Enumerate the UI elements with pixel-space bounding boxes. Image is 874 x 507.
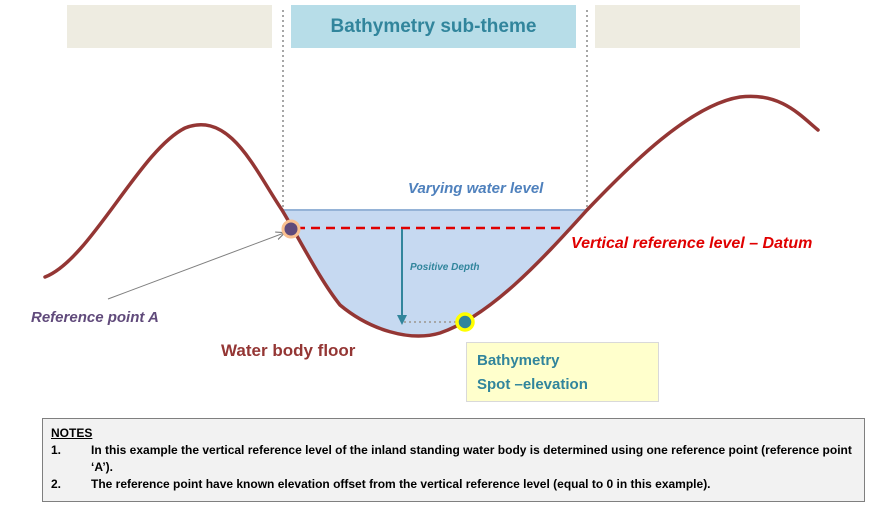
note-number: 2. [51,477,62,491]
spot-elevation-box: Bathymetry Spot –elevation [466,342,659,402]
water-body-floor-label: Water body floor [221,341,356,360]
datum-label: Vertical reference level – Datum [571,235,813,252]
note-item: 1. In this example the vertical referenc… [51,442,856,476]
left-header-box [67,5,272,48]
title-text: Bathymetry sub-theme [330,15,537,37]
note-text: In this example the vertical reference l… [91,443,852,474]
note-number: 1. [51,443,62,457]
notes-box: NOTES 1. In this example the vertical re… [42,418,865,502]
note-item: 2. The reference point have known elevat… [51,476,856,493]
right-header-box [595,5,800,48]
varying-water-level-label: Varying water level [408,180,544,197]
reference-arrow [107,233,284,300]
notes-heading: NOTES [51,426,93,440]
spot-label-line2: Spot –elevation [477,376,588,393]
reference-point-a [281,219,301,239]
reference-point-label: Reference point A [31,309,159,326]
title-box: Bathymetry sub-theme [291,5,576,48]
positive-depth-label: Positive Depth [410,262,480,273]
terrain-profile [43,94,820,338]
spot-elevation-point [455,312,475,332]
note-text: The reference point have known elevation… [91,477,711,491]
spot-label-line1: Bathymetry [477,352,560,369]
water-body [282,210,587,336]
